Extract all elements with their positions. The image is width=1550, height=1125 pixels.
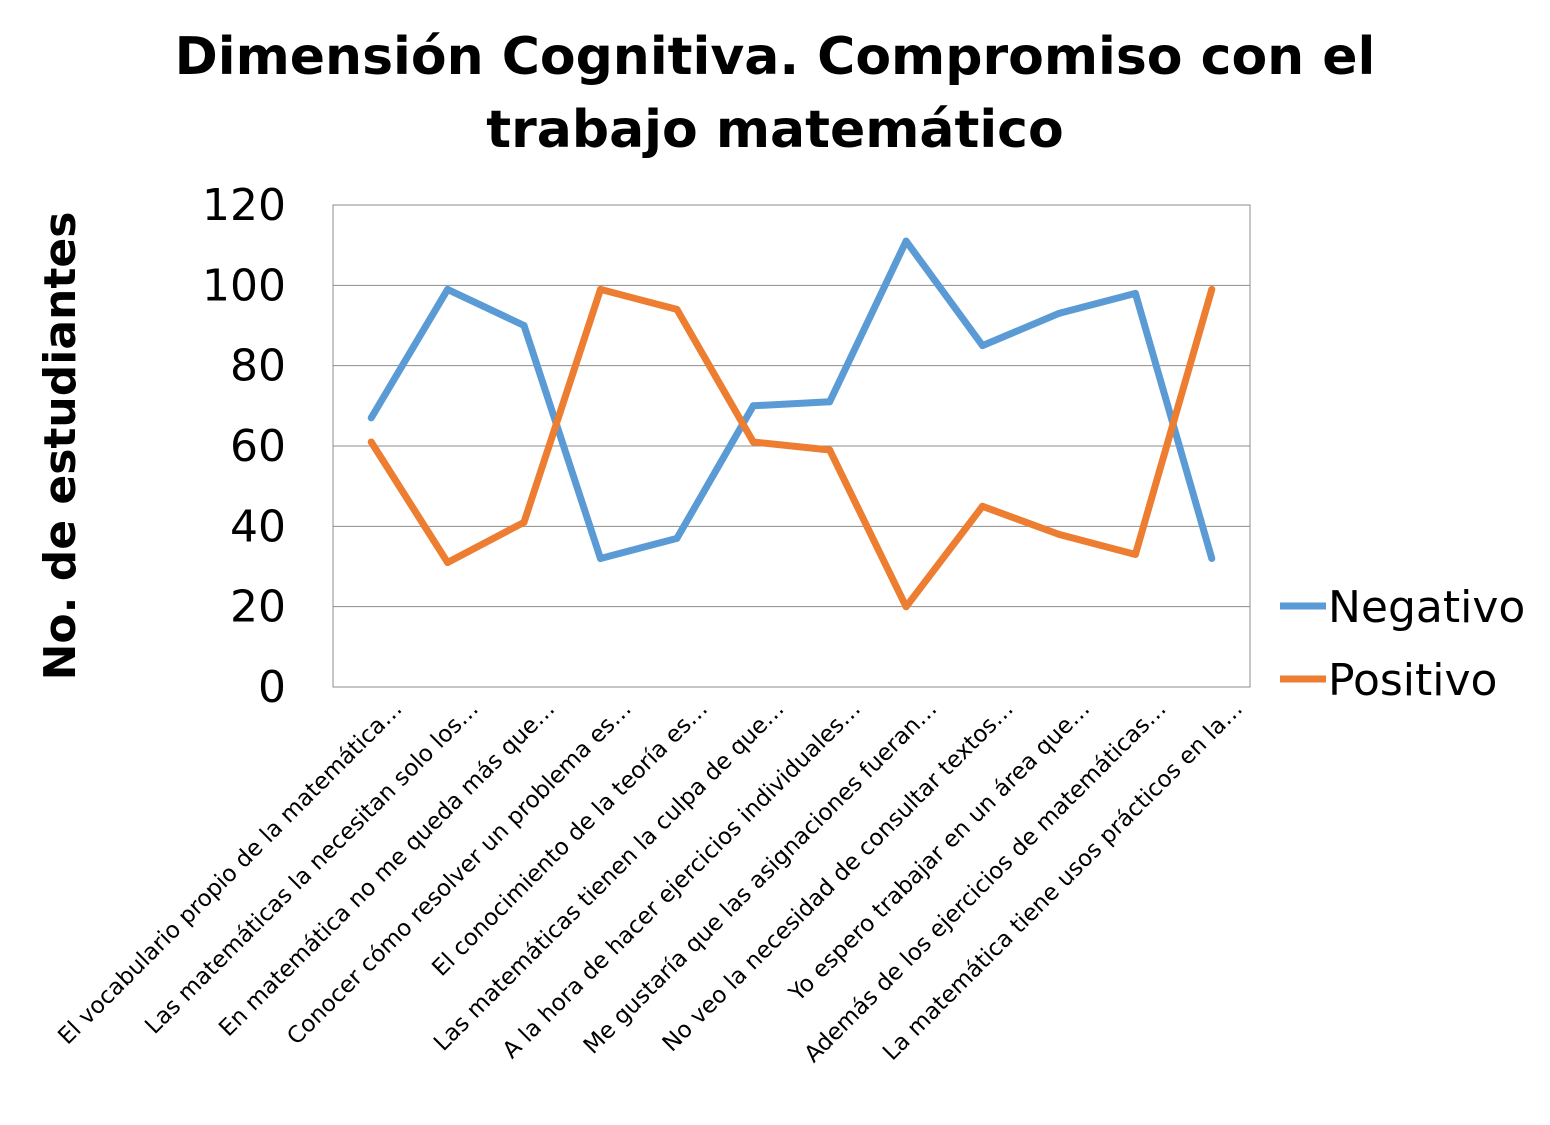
data-point-negativo xyxy=(1208,554,1216,562)
data-point-negativo xyxy=(367,414,375,422)
gridlines xyxy=(332,204,1251,688)
y-tick-label: 80 xyxy=(230,341,286,392)
y-axis-ticks: 0 20 40 60 80 100 120 xyxy=(202,180,286,713)
data-point-positivo xyxy=(673,305,681,313)
y-tick-label: 0 xyxy=(258,662,286,713)
data-point-positivo xyxy=(1055,530,1063,538)
chart-title-line-1: Dimensión Cognitiva. Compromiso con el xyxy=(175,27,1376,87)
data-point-positivo xyxy=(367,438,375,446)
data-point-negativo xyxy=(826,398,834,406)
data-point-positivo xyxy=(444,558,452,566)
series-lines xyxy=(367,237,1216,611)
data-point-positivo xyxy=(520,518,528,526)
y-tick-label: 120 xyxy=(202,180,286,231)
data-point-negativo xyxy=(749,402,757,410)
data-point-positivo xyxy=(596,285,604,293)
legend-label-negativo: Negativo xyxy=(1328,582,1525,633)
legend-label-positivo: Positivo xyxy=(1328,655,1497,706)
x-tick-label: La matemática tiene usos prácticos en la… xyxy=(878,696,1248,1066)
y-tick-label: 60 xyxy=(230,421,286,472)
x-tick-label: El conocimiento de la teoría es… xyxy=(427,696,713,982)
data-point-positivo xyxy=(1131,550,1139,558)
data-point-positivo xyxy=(979,502,987,510)
data-point-negativo xyxy=(1055,309,1063,317)
y-axis-label: No. de estudiantes xyxy=(35,212,86,681)
data-point-negativo xyxy=(673,534,681,542)
plot-area-border xyxy=(332,204,1251,688)
data-point-positivo xyxy=(902,603,910,611)
data-point-negativo xyxy=(520,322,528,329)
chart-title-line-2: trabajo matemático xyxy=(486,100,1063,160)
x-tick-label: No veo la necesidad de consultar textos… xyxy=(658,696,1019,1057)
data-point-negativo xyxy=(902,237,910,245)
series-line-negativo xyxy=(368,237,1216,562)
data-point-negativo xyxy=(596,554,604,562)
y-tick-label: 40 xyxy=(230,501,286,552)
y-tick-label: 100 xyxy=(202,260,286,311)
x-tick-label: Además de los ejercicios de matemáticas… xyxy=(800,696,1172,1068)
data-point-negativo xyxy=(1131,289,1139,297)
x-tick-label: El vocabulario propio de la matemática… xyxy=(53,696,407,1050)
data-point-positivo xyxy=(1208,285,1216,293)
data-point-positivo xyxy=(749,438,757,446)
x-tick-label: Me gustaría que las asignaciones fueran… xyxy=(579,696,943,1060)
y-tick-label: 20 xyxy=(230,582,286,633)
x-tick-label: A la hora de hacer ejercicios individual… xyxy=(498,696,866,1064)
data-point-negativo xyxy=(444,285,452,293)
series-line-positivo xyxy=(368,285,1216,611)
legend: Negativo Positivo xyxy=(1280,582,1525,706)
data-point-negativo xyxy=(979,342,987,350)
x-tick-label: Las matemáticas tienen la culpa de que… xyxy=(429,696,789,1056)
data-point-positivo xyxy=(826,446,834,454)
x-tick-label: Las matemáticas la necesitan solo los… xyxy=(140,696,483,1039)
x-axis-ticks: El vocabulario propio de la matemática…L… xyxy=(53,696,1248,1068)
